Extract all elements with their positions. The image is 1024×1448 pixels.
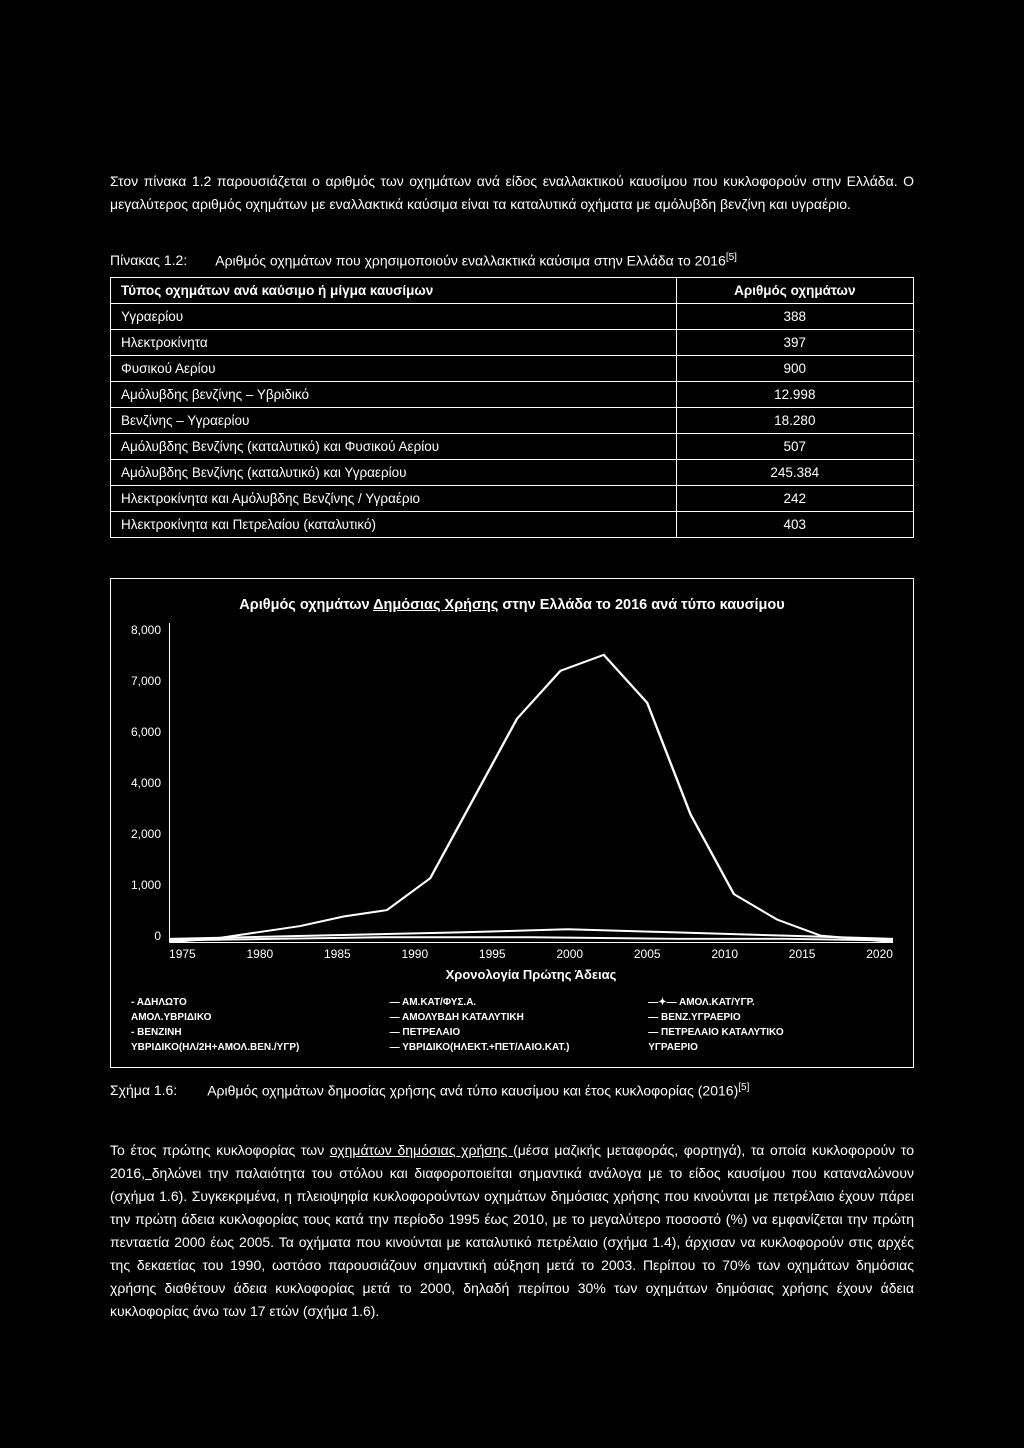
table-row: Ηλεκτροκίνητα και Πετρελαίου (καταλυτικό… <box>111 511 914 537</box>
chart-title: Αριθμός οχημάτων Δημόσιας Χρήσης στην Ελ… <box>131 597 893 613</box>
figure-title: Αριθμός οχημάτων δημοσίας χρήσης ανά τύπ… <box>207 1082 749 1099</box>
table-row: Ηλεκτροκίνητα και Αμόλυβδης Βενζίνης / Υ… <box>111 485 914 511</box>
legend-item: ΑΜΟΛ.ΥΒΡΙΔΙΚΟ <box>131 1012 360 1023</box>
figure-caption: Σχήμα 1.6: Αριθμός οχημάτων δημοσίας χρή… <box>110 1082 914 1099</box>
bottom-paragraph: Το έτος πρώτης κυκλοφορίας των οχημάτων … <box>110 1139 914 1324</box>
y-axis: 8,0007,0006,0004,0002,0001,0000 <box>131 623 169 943</box>
table-row: Ηλεκτροκίνητα397 <box>111 329 914 355</box>
x-axis-label: Χρονολογία Πρώτης Άδειας <box>169 967 893 982</box>
table-row: Αμόλυβδης Βενζίνης (καταλυτικό) και Φυσι… <box>111 433 914 459</box>
plot-area <box>169 623 893 943</box>
col-header-right: Αριθμός οχημάτων <box>676 277 913 303</box>
table-row: Φυσικού Αερίου900 <box>111 355 914 381</box>
x-axis: 1975198019851990199520002005201020152020 <box>169 947 893 961</box>
legend-item: - ΑΔΗΛΩΤΟ <box>131 997 360 1008</box>
legend-item: — ΠΕΤΡΕΛΑΙΟ ΚΑΤΑΛΥΤΙΚΟ <box>648 1027 877 1038</box>
table-row: Βενζίνης – Υγραερίου18.280 <box>111 407 914 433</box>
chart-legend: - ΑΔΗΛΩΤΟ — ΑΜ.ΚΑΤ/ΦΥΣ.Α. —✦— ΑΜΟΛ.ΚΑΤ/ΥΓΡ… <box>131 997 893 1053</box>
table-row: Υγραερίου388 <box>111 303 914 329</box>
fuel-table: Τύπος οχημάτων ανά καύσιμο ή μίγμα καυσί… <box>110 277 914 538</box>
figure-label: Σχήμα 1.6: <box>110 1082 177 1099</box>
legend-item: - ΒΕΝΖΙΝΗ <box>131 1027 360 1038</box>
table-row: Αμόλυβδης βενζίνης – Υβριδικό12.998 <box>111 381 914 407</box>
table-label: Πίνακας 1.2: <box>110 252 187 269</box>
legend-item: — ΠΕΤΡΕΛΑΙΟ <box>390 1027 619 1038</box>
col-header-left: Τύπος οχημάτων ανά καύσιμο ή μίγμα καυσί… <box>111 277 677 303</box>
chart-container: Αριθμός οχημάτων Δημόσιας Χρήσης στην Ελ… <box>110 578 914 1068</box>
chart-area: 8,0007,0006,0004,0002,0001,0000 19751980… <box>131 623 893 983</box>
table-title: Αριθμός οχημάτων που χρησιμοποιούν εναλλ… <box>215 252 737 269</box>
intro-paragraph: Στον πίνακα 1.2 παρουσιάζεται ο αριθμός … <box>110 170 914 216</box>
legend-item: ΥΒΡΙΔΙΚΟ(ΗΛ/2Η+ΑΜΟΛ.ΒΕΝ./ΥΓΡ) <box>131 1042 360 1053</box>
legend-item: — ΥΒΡΙΔΙΚΟ(ΗΛΕΚΤ.+ΠΕΤ/ΛΑΙΟ.ΚΑΤ.) <box>390 1042 619 1053</box>
series-line <box>170 937 893 940</box>
legend-item: — ΑΜ.ΚΑΤ/ΦΥΣ.Α. <box>390 997 619 1008</box>
legend-item: — ΒΕΝΖ.ΥΓΡΑΕΡΙΟ <box>648 1012 877 1023</box>
series-line <box>170 655 893 942</box>
legend-item: —✦— ΑΜΟΛ.ΚΑΤ/ΥΓΡ. <box>648 997 877 1008</box>
table-caption: Πίνακας 1.2: Αριθμός οχημάτων που χρησιμ… <box>110 252 914 269</box>
legend-item: — ΑΜΟΛΥΒΔΗ ΚΑΤΑΛΥΤΙΚΗ <box>390 1012 619 1023</box>
legend-item: ΥΓΡΑΕΡΙΟ <box>648 1042 877 1053</box>
table-row: Αμόλυβδης Βενζίνης (καταλυτικό) και Υγρα… <box>111 459 914 485</box>
